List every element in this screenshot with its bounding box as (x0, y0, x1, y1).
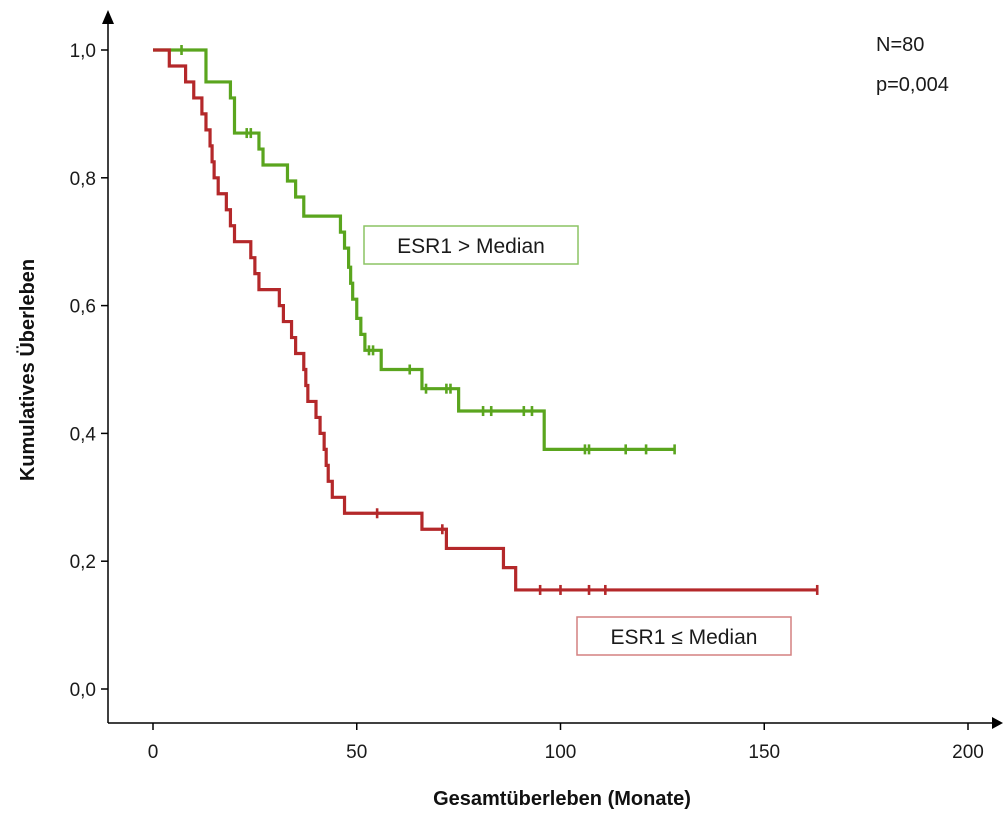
y-tick-label: 0,2 (70, 552, 96, 573)
y-tick-label: 1,0 (70, 41, 96, 62)
legend-label-esr1-low: ESR1 ≤ Median (576, 616, 792, 656)
series-esr1-low (153, 48, 819, 595)
survival-curve (153, 48, 675, 451)
y-axis-arrow-icon (102, 10, 114, 24)
x-axis-arrow-icon (992, 717, 1003, 729)
p-annotation: p=0,004 (876, 74, 949, 96)
axes (102, 10, 1003, 729)
x-ticks: 0 50 100 150 200 (148, 723, 984, 763)
x-tick-label: 0 (148, 742, 159, 763)
x-axis-title: Gesamtüberleben (Monate) (433, 788, 691, 810)
series-layer (153, 45, 819, 595)
legend-label-esr1-high: ESR1 > Median (363, 225, 579, 265)
legend-text-esr1-low: ESR1 ≤ Median (611, 626, 758, 649)
legend-box-esr1-low (576, 616, 792, 656)
legend-text-esr1-high: ESR1 > Median (397, 235, 545, 258)
x-tick-label: 50 (346, 742, 367, 763)
y-tick-label: 0,6 (70, 297, 96, 318)
x-tick-label: 200 (952, 742, 984, 763)
survival-curve (153, 48, 818, 592)
y-ticks: 0,0 0,2 0,4 0,6 0,8 1,0 (70, 41, 108, 701)
legend-box-esr1-high (363, 225, 579, 265)
y-tick-label: 0,8 (70, 169, 96, 190)
x-tick-label: 100 (545, 742, 577, 763)
x-tick-label: 150 (748, 742, 780, 763)
y-tick-label: 0,4 (70, 424, 97, 445)
y-tick-label: 0,0 (70, 680, 96, 701)
n-annotation: N=80 (876, 34, 924, 56)
series-esr1-high (153, 45, 676, 455)
y-axis-title: Kumulatives Überleben (16, 259, 39, 481)
